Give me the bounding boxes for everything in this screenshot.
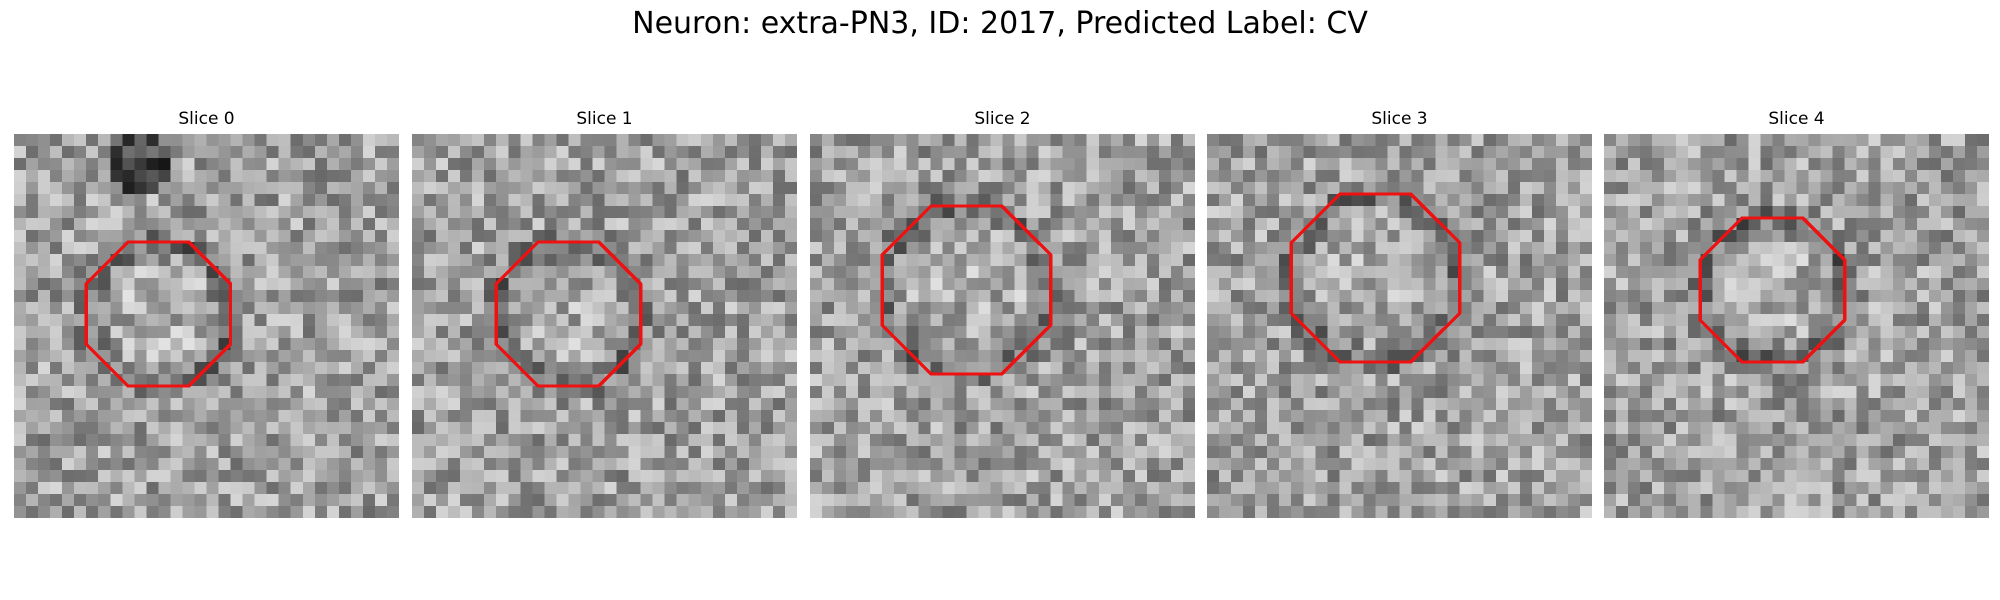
figure-title: Neuron: extra-PN3, ID: 2017, Predicted L…: [632, 6, 1368, 41]
contour-outline: [84, 240, 233, 388]
contour-outline: [1289, 192, 1462, 364]
em-slice-image: [1604, 134, 1989, 518]
slice-panel-4: Slice 4: [1604, 0, 1989, 600]
slice-title: Slice 3: [1371, 109, 1428, 129]
slice-panel-3: Slice 3: [1207, 0, 1592, 600]
slice-title: Slice 1: [576, 109, 633, 129]
contour-outline: [1698, 216, 1847, 364]
slice-title: Slice 4: [1768, 109, 1825, 129]
slice-panel-1: Slice 1: [412, 0, 797, 600]
em-slice-image: [412, 134, 797, 518]
em-slice-image: [1207, 134, 1592, 518]
slice-panel-0: Slice 0: [14, 0, 399, 600]
slice-panel-2: Slice 2: [810, 0, 1195, 600]
contour-outline: [494, 240, 643, 388]
slice-title: Slice 2: [974, 109, 1031, 129]
slice-title: Slice 0: [178, 109, 235, 129]
em-slice-image: [14, 134, 399, 518]
em-slice-image: [810, 134, 1195, 518]
contour-outline: [880, 204, 1053, 376]
